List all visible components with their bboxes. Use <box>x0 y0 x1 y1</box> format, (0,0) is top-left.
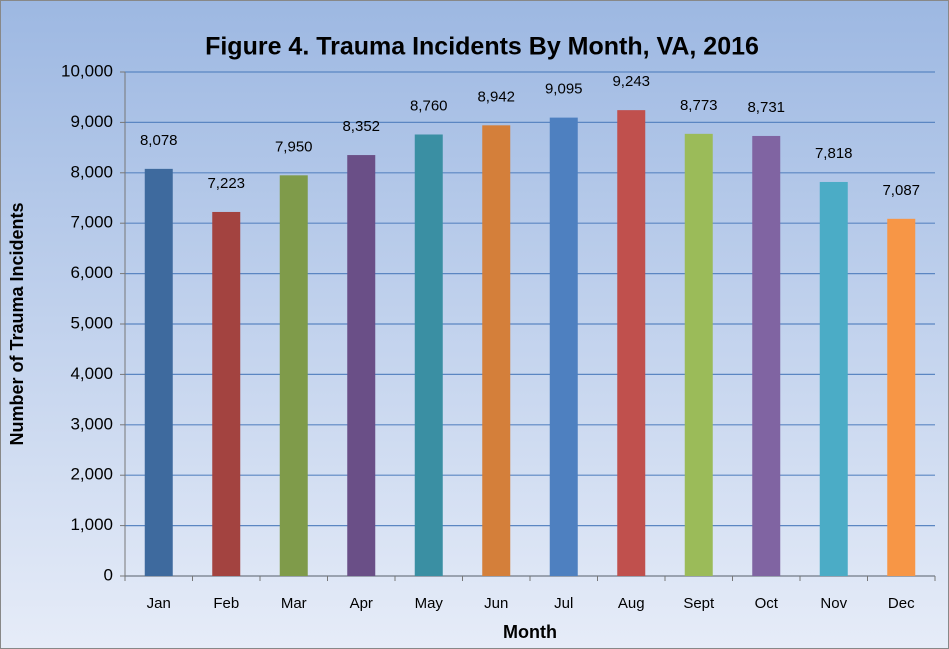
x-tick-label: Jul <box>554 595 573 612</box>
y-tick-label: 3,000 <box>70 414 113 433</box>
bar <box>549 117 578 576</box>
bar <box>819 181 848 577</box>
data-label: 8,942 <box>477 88 515 105</box>
bar <box>144 168 173 576</box>
bar <box>684 133 713 576</box>
x-tick-label: Oct <box>755 595 779 612</box>
data-label: 8,352 <box>342 118 380 135</box>
data-label: 8,773 <box>680 97 718 114</box>
y-tick-label: 10,000 <box>61 61 113 80</box>
x-tick-label: Nov <box>820 595 847 612</box>
y-axis-label: Number of Trauma Incidents <box>7 202 27 445</box>
x-tick-label: Sept <box>683 595 715 612</box>
y-tick-label: 5,000 <box>70 313 113 332</box>
y-tick-label: 2,000 <box>70 465 113 484</box>
bar <box>279 175 308 576</box>
y-tick-label: 0 <box>104 565 113 584</box>
x-axis-label: Month <box>503 622 557 642</box>
y-tick-label: 7,000 <box>70 213 113 232</box>
x-tick-label: Jun <box>484 595 508 612</box>
y-tick-label: 4,000 <box>70 364 113 383</box>
x-tick-label: May <box>415 595 444 612</box>
data-label: 9,095 <box>545 81 583 98</box>
data-label: 8,078 <box>140 132 178 149</box>
y-tick-label: 8,000 <box>70 162 113 181</box>
bar <box>414 134 443 576</box>
data-label: 8,760 <box>410 97 448 114</box>
data-label: 7,818 <box>815 145 853 162</box>
bar <box>482 125 511 577</box>
x-tick-label: Feb <box>213 595 239 612</box>
bar <box>887 218 916 577</box>
data-label: 7,223 <box>207 175 245 192</box>
data-label: 8,731 <box>747 99 785 116</box>
bar <box>347 155 376 576</box>
x-tick-label: Dec <box>888 595 915 612</box>
y-tick-label: 6,000 <box>70 263 113 282</box>
bar <box>617 110 646 576</box>
bar <box>752 135 781 577</box>
x-tick-label: Jan <box>147 595 171 612</box>
data-label: 7,950 <box>275 138 313 155</box>
y-tick-label: 1,000 <box>70 515 113 534</box>
x-tick-label: Mar <box>281 595 307 612</box>
chart-title: Figure 4. Trauma Incidents By Month, VA,… <box>205 33 759 61</box>
x-tick-label: Apr <box>350 595 373 612</box>
y-tick-label: 9,000 <box>70 112 113 131</box>
x-tick-label: Aug <box>618 595 645 612</box>
data-label: 7,087 <box>882 182 920 199</box>
data-label: 9,243 <box>612 73 650 90</box>
bar <box>212 211 241 576</box>
